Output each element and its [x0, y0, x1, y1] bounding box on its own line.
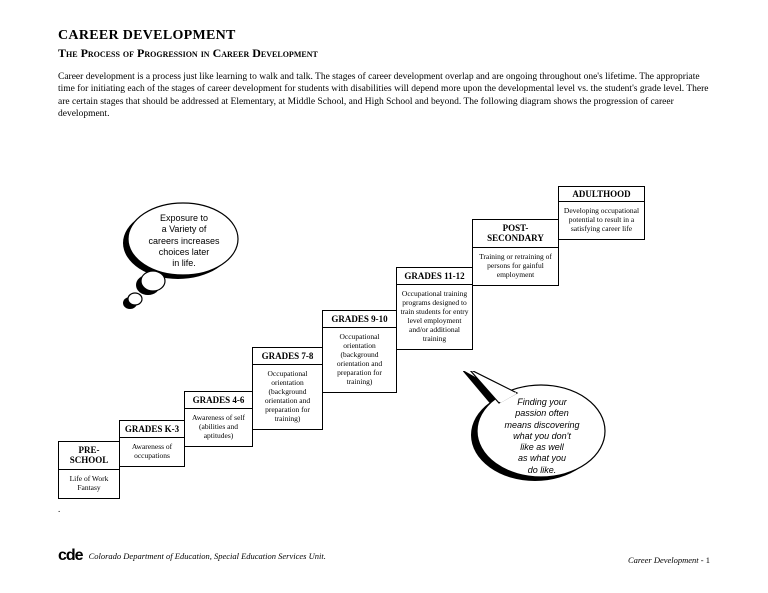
step-postsecondary: POST-SECONDARY Training or retraining of…: [472, 219, 559, 286]
step-1112-body: Occupational training programs designed …: [397, 285, 472, 349]
step-1112-head: GRADES 11-12: [397, 268, 472, 285]
step-46: GRADES 4-6 Awareness of self (abilities …: [184, 391, 253, 447]
bubble-passion: Finding yourpassion oftenmeans discoveri…: [463, 371, 613, 491]
step-post-body: Training or retraining of persons for ga…: [473, 248, 558, 285]
footer-left-text: Colorado Department of Education, Specia…: [89, 551, 326, 561]
step-46-head: GRADES 4-6: [185, 392, 252, 409]
step-k3-head: GRADES K-3: [120, 421, 184, 438]
step-78-body: Occupational orientation (background ori…: [253, 365, 322, 429]
step-preschool-head: PRE-SCHOOL: [59, 442, 119, 470]
footer-page-number: 1: [706, 555, 710, 565]
cde-logo: cde: [58, 547, 83, 565]
page-footer: cde Colorado Department of Education, Sp…: [58, 547, 710, 565]
step-910-head: GRADES 9-10: [323, 311, 396, 328]
bubble-exposure: Exposure toa Variety ofcareers increases…: [118, 193, 248, 313]
page-subtitle: The Process of Progression in Career Dev…: [58, 46, 710, 61]
step-adulthood: ADULTHOOD Developing occupational potent…: [558, 186, 645, 240]
step-k3-body: Awareness of occupations: [120, 438, 184, 466]
page-content: CAREER DEVELOPMENT The Process of Progre…: [58, 28, 710, 565]
step-78-head: GRADES 7-8: [253, 348, 322, 365]
intro-paragraph: Career development is a process just lik…: [58, 71, 710, 120]
step-46-body: Awareness of self (abilities and aptitud…: [185, 409, 252, 446]
step-post-head: POST-SECONDARY: [473, 220, 558, 248]
step-preschool-body: Life of Work Fantasy: [59, 470, 119, 498]
bubble-passion-text: Finding yourpassion oftenmeans discoveri…: [491, 397, 593, 476]
step-1112: GRADES 11-12 Occupational training progr…: [396, 267, 473, 350]
step-adult-body: Developing occupational potential to res…: [559, 202, 644, 239]
step-adult-head: ADULTHOOD: [559, 187, 644, 202]
page-title: CAREER DEVELOPMENT: [58, 28, 710, 44]
step-78: GRADES 7-8 Occupational orientation (bac…: [252, 347, 323, 430]
stray-dot: .: [58, 504, 60, 514]
bubble-exposure-text: Exposure toa Variety ofcareers increases…: [136, 213, 232, 269]
step-910-body: Occupational orientation (background ori…: [323, 328, 396, 392]
step-k3: GRADES K-3 Awareness of occupations: [119, 420, 185, 467]
step-preschool: PRE-SCHOOL Life of Work Fantasy: [58, 441, 120, 499]
step-910: GRADES 9-10 Occupational orientation (ba…: [322, 310, 397, 393]
footer-right-label: Career Development -: [628, 555, 706, 565]
staircase-diagram: Exposure toa Variety ofcareers increases…: [58, 148, 710, 525]
